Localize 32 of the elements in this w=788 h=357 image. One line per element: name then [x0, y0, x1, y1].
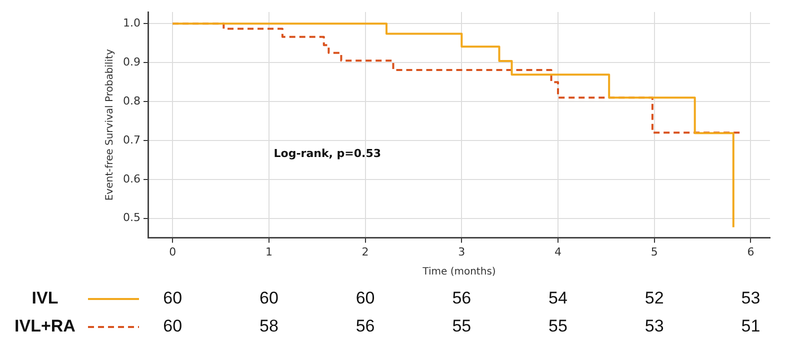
text: 53 [741, 288, 760, 308]
y-tick-label: 0.6 [122, 172, 140, 186]
y-tick-label: 1.0 [122, 16, 140, 30]
x-axis-title: Time (months) [422, 266, 496, 278]
y-tick-label: 0.9 [122, 55, 140, 68]
text: 60 [356, 288, 375, 308]
text: 55 [548, 316, 568, 336]
legend-label: IVL [32, 288, 58, 308]
text: 51 [741, 316, 760, 336]
text: 60 [163, 316, 182, 336]
x-tick-label: 5 [650, 245, 658, 258]
x-tick-label: 3 [458, 245, 466, 258]
y-tick-label: 0.8 [122, 94, 140, 108]
x-tick-label: 6 [747, 245, 754, 258]
y-axis-title: Event-free Survival Probability [104, 49, 116, 201]
text: 58 [259, 316, 278, 336]
x-tick-label: 1 [265, 245, 272, 258]
text: 56 [356, 316, 375, 336]
x-tick-label: 0 [169, 245, 176, 258]
text: 53 [644, 316, 664, 336]
text: 60 [259, 288, 278, 308]
x-tick-label: 4 [554, 245, 562, 258]
y-tick-label: 0.5 [122, 211, 140, 224]
text: 60 [163, 288, 182, 308]
legend-label: IVL+RA [14, 316, 76, 336]
text: 54 [548, 288, 568, 308]
text: 56 [452, 288, 472, 308]
x-tick-label: 2 [362, 245, 369, 258]
y-tick-label: 0.7 [122, 133, 140, 146]
text: 55 [452, 316, 472, 336]
annotation: Log-rank, p=0.53 [274, 146, 382, 160]
text: 52 [644, 288, 664, 308]
